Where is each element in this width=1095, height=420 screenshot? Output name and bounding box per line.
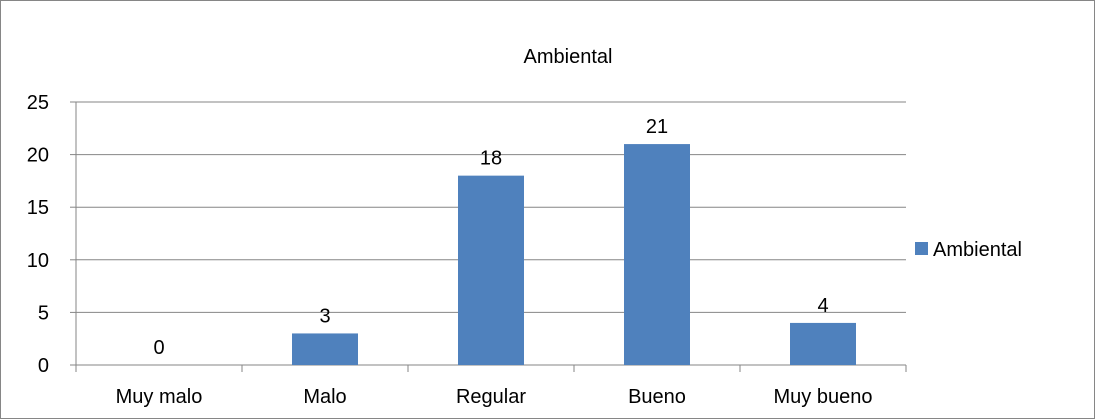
data-label: 18 — [480, 148, 502, 170]
y-tick-label: 0 — [38, 355, 49, 377]
legend-label: Ambiental — [933, 239, 1022, 261]
data-label: 21 — [646, 116, 668, 138]
data-label: 4 — [817, 295, 828, 317]
y-tick-label: 20 — [27, 145, 49, 167]
data-labels: 0 3 18 21 4 — [153, 116, 828, 359]
legend-swatch — [915, 242, 928, 255]
data-label: 0 — [153, 337, 164, 359]
y-tick-label: 5 — [38, 302, 49, 324]
bar — [458, 175, 524, 365]
x-tick-label: Malo — [303, 386, 346, 408]
bars — [292, 144, 856, 365]
bar — [292, 333, 358, 365]
x-tick-label: Muy bueno — [774, 386, 873, 408]
data-label: 3 — [319, 305, 330, 327]
bar — [790, 322, 856, 365]
x-tick-label: Muy malo — [116, 386, 203, 408]
y-tick-label: 15 — [27, 197, 49, 219]
x-tick-label: Bueno — [628, 386, 686, 408]
chart-title: Ambiental — [524, 46, 613, 68]
bar — [624, 144, 690, 365]
legend: Ambiental — [915, 239, 1022, 261]
x-tick-label: Regular — [456, 386, 526, 408]
axes: 0 5 10 15 20 25 Muy malo Malo Regular Bueno Muy bu… — [27, 92, 907, 408]
y-tick-label: 25 — [27, 92, 49, 114]
y-tick-label: 10 — [27, 250, 49, 272]
